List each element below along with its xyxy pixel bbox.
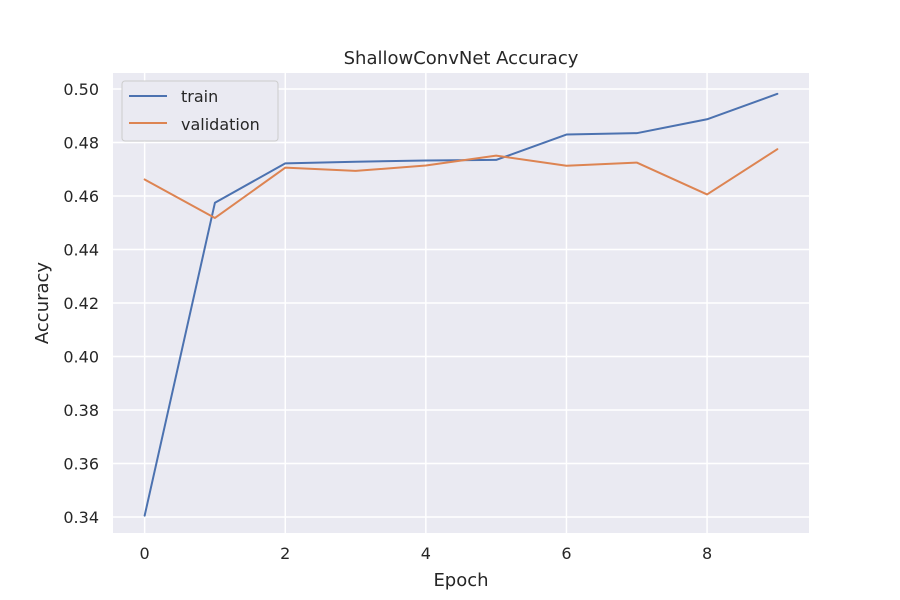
- y-tick-label: 0.42: [63, 294, 99, 313]
- y-tick-label: 0.50: [63, 80, 99, 99]
- y-tick-label: 0.48: [63, 134, 99, 153]
- x-tick-label: 2: [280, 544, 290, 563]
- x-tick-label: 8: [702, 544, 712, 563]
- y-tick-label: 0.34: [63, 508, 99, 527]
- x-tick-label: 4: [421, 544, 431, 563]
- tick-labels: 0.34 0.36 0.38 0.40 0.42 0.44 0.46 0.48 0.50 0 2 4 6…: [63, 80, 712, 563]
- series-line-validation: [143, 148, 779, 219]
- y-tick-label: 0.38: [63, 401, 99, 420]
- y-tick-label: 0.40: [63, 347, 99, 366]
- chart-title: ShallowConvNet Accuracy: [344, 48, 579, 69]
- y-tick-label: 0.46: [63, 187, 99, 206]
- series-lines: [143, 92, 779, 517]
- y-tick-label: 0.44: [63, 241, 99, 260]
- legend: train validation: [121, 80, 279, 142]
- grid: [113, 73, 809, 533]
- x-axis-label: Epoch: [433, 570, 488, 591]
- legend-label-train: train: [181, 87, 218, 106]
- legend-label-validation: validation: [181, 115, 260, 134]
- y-tick-label: 0.36: [63, 454, 99, 473]
- x-tick-label: 6: [561, 544, 571, 563]
- y-axis-label: Accuracy: [32, 262, 53, 345]
- x-tick-label: 0: [140, 544, 150, 563]
